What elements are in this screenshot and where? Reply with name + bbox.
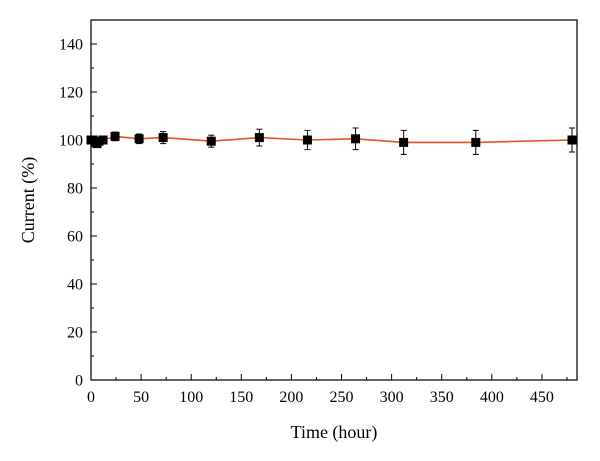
data-point <box>110 131 120 141</box>
data-point <box>399 137 409 147</box>
data-point <box>471 137 481 147</box>
x-tick-label: 0 <box>87 389 95 406</box>
x-axis: 0 50 100 150 200 250 300 350 400 450 <box>87 374 568 406</box>
x-tick-label: 50 <box>133 389 149 406</box>
x-tick-label: 250 <box>330 389 354 406</box>
y-tick-label: 80 <box>67 181 83 198</box>
x-tick-label: 350 <box>430 389 454 406</box>
plot-frame <box>90 19 578 381</box>
y-tick-label: 20 <box>67 325 83 342</box>
data-point <box>206 136 216 146</box>
series-current <box>86 127 577 155</box>
data-point <box>351 134 361 144</box>
y-tick-label: 60 <box>67 229 83 246</box>
data-point <box>302 135 312 145</box>
x-tick-label: 100 <box>179 389 203 406</box>
y-tick-label: 0 <box>75 373 83 390</box>
x-tick-label: 200 <box>279 389 303 406</box>
y-tick-label: 120 <box>59 85 83 102</box>
y-tick-label: 40 <box>67 277 83 294</box>
y-tick-label: 140 <box>59 37 83 54</box>
data-point <box>254 133 264 143</box>
x-tick-label: 400 <box>480 389 504 406</box>
data-point <box>98 135 108 145</box>
x-tick-label: 150 <box>229 389 253 406</box>
data-point <box>134 134 144 144</box>
data-point <box>567 135 577 145</box>
y-axis: 0 20 40 60 80 100 120 140 <box>59 19 97 390</box>
x-tick-label: 300 <box>380 389 404 406</box>
data-point <box>158 133 168 143</box>
x-axis-title: Time (hour) <box>291 422 378 443</box>
y-axis-title: Current (%) <box>18 157 39 243</box>
x-tick-label: 450 <box>530 389 554 406</box>
y-tick-label: 100 <box>59 133 83 150</box>
